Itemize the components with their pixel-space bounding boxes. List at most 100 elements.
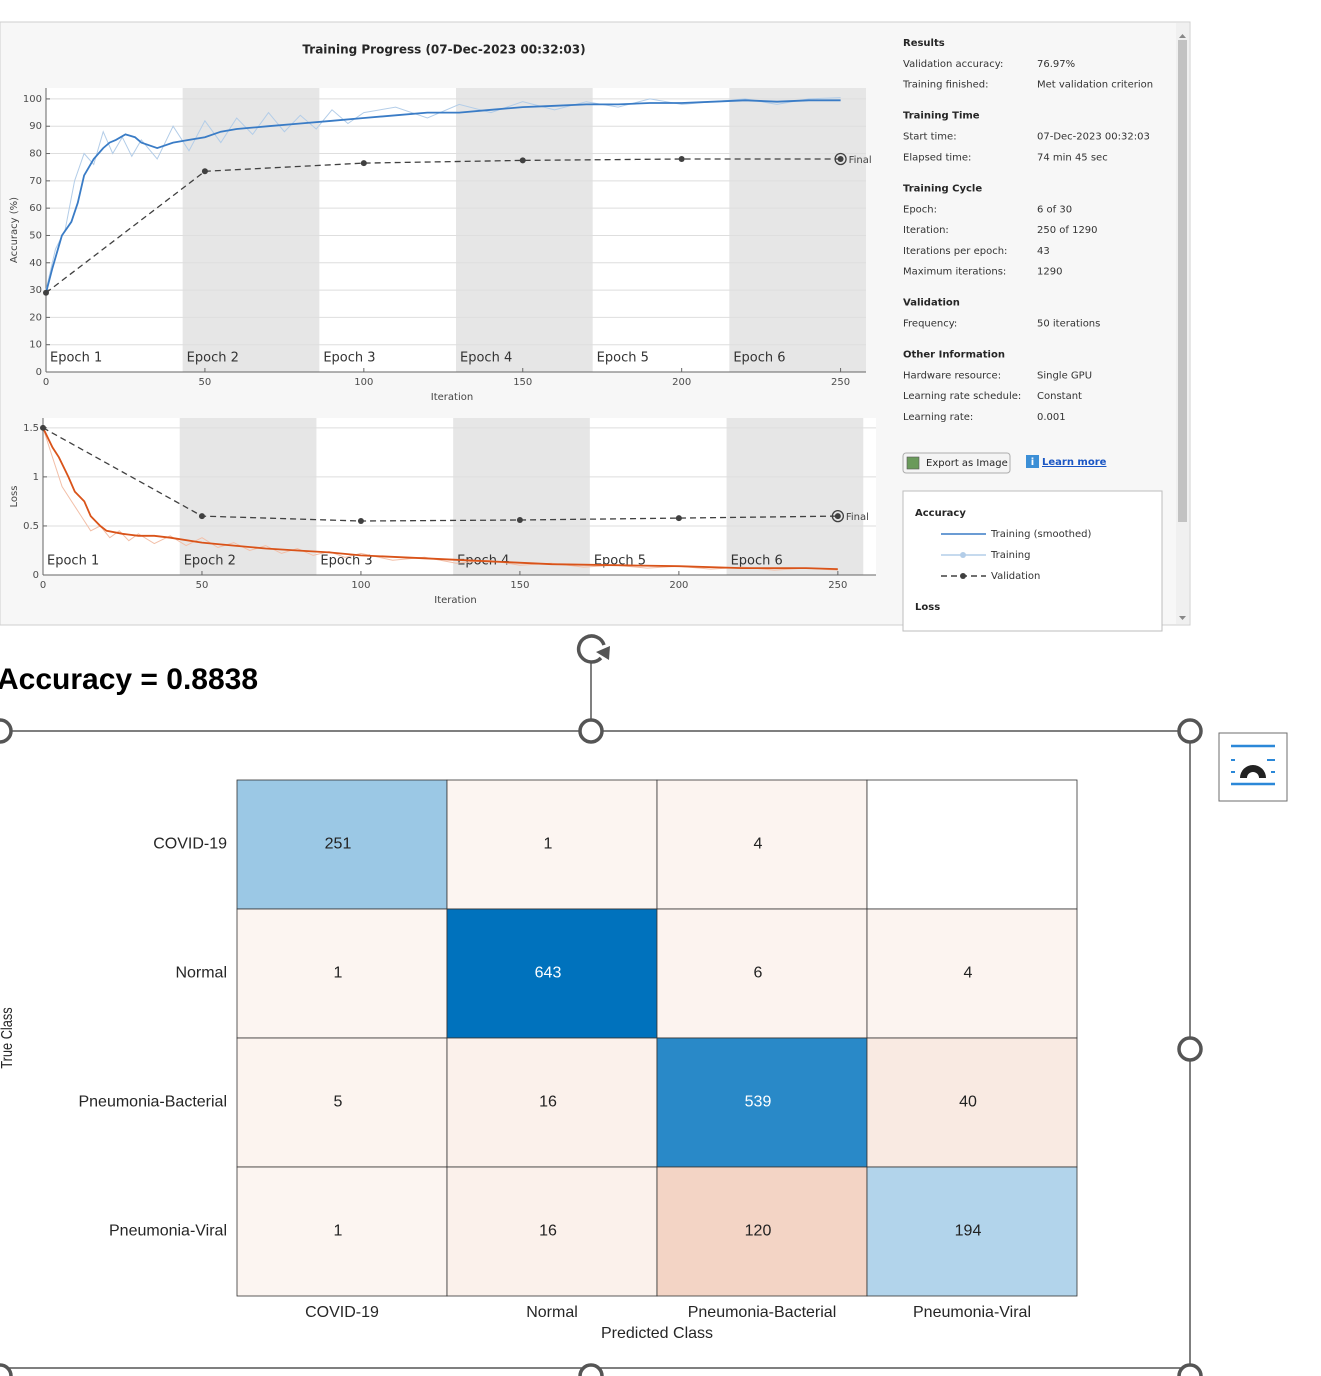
x-tick-label: 100 bbox=[354, 377, 373, 388]
rotate-handle[interactable] bbox=[576, 634, 606, 664]
cell-count: 6 bbox=[754, 965, 763, 982]
y-tick-label: 0 bbox=[36, 367, 42, 378]
info-label: Hardware resource: bbox=[903, 371, 1001, 382]
matrix-cell bbox=[656, 1037, 868, 1168]
resize-handle[interactable] bbox=[578, 718, 604, 744]
epoch-shading bbox=[726, 418, 864, 575]
epoch-label: Epoch 3 bbox=[320, 554, 372, 569]
layout-icon-arch bbox=[1240, 765, 1266, 778]
validation-point bbox=[40, 424, 46, 431]
column-label: COVID-19 bbox=[305, 1304, 379, 1321]
info-value: 74 min 45 sec bbox=[1037, 152, 1108, 163]
cell-count: 251 bbox=[325, 836, 352, 853]
section-heading: Validation bbox=[903, 298, 960, 309]
legend-entries: Training (smoothed) Training Validation bbox=[941, 529, 1091, 582]
epoch-label: Epoch 2 bbox=[187, 351, 239, 366]
validation-point bbox=[357, 518, 364, 525]
final-marker bbox=[834, 152, 847, 166]
info-value: Constant bbox=[1037, 391, 1082, 402]
scroll-up-arrow[interactable] bbox=[1179, 34, 1186, 38]
x-axis-label: Iteration bbox=[434, 595, 476, 606]
epoch-shading bbox=[453, 418, 590, 575]
matrix-cell bbox=[656, 779, 868, 910]
validation-point bbox=[516, 517, 523, 524]
info-label: Validation accuracy: bbox=[903, 59, 1003, 70]
epoch-label: Epoch 1 bbox=[50, 351, 102, 366]
resize-handle[interactable] bbox=[1177, 718, 1203, 744]
matrix-cell bbox=[236, 908, 448, 1039]
info-label: Frequency: bbox=[903, 319, 957, 330]
plot-area: 0 0.5 1 1.5 0 50 100 150 200 250 Epoch 1 Epoch 2 Epo… bbox=[9, 418, 876, 606]
matrix-cell bbox=[446, 1166, 658, 1297]
export-label: Export as Image bbox=[926, 458, 1008, 469]
row-label: Normal bbox=[175, 965, 227, 982]
resize-handle[interactable] bbox=[1177, 1363, 1203, 1376]
y-axis-label: Accuracy (%) bbox=[9, 197, 20, 263]
epoch-shading bbox=[182, 88, 320, 372]
y-tick-label: 10 bbox=[29, 340, 42, 351]
info-label: Learning rate: bbox=[903, 412, 973, 423]
info-value: 250 of 1290 bbox=[1037, 225, 1098, 236]
y-tick-label: 90 bbox=[29, 121, 42, 132]
scrollbar-thumb[interactable] bbox=[1178, 40, 1187, 522]
series-line bbox=[42, 427, 838, 571]
epoch-label: Epoch 1 bbox=[47, 554, 99, 569]
info-value: 6 of 30 bbox=[1037, 204, 1072, 215]
resize-handle[interactable] bbox=[0, 718, 13, 744]
rotate-handle-arrow bbox=[596, 646, 610, 660]
cell-count: 4 bbox=[754, 836, 763, 853]
section-heading: Other Information bbox=[903, 350, 1005, 361]
y-tick-label: 20 bbox=[29, 312, 42, 323]
resize-handle[interactable] bbox=[1177, 1036, 1203, 1062]
x-tick-label: 150 bbox=[510, 580, 529, 591]
info-label: Maximum iterations: bbox=[903, 267, 1006, 278]
learn-more-link[interactable]: Learn more bbox=[1042, 457, 1107, 468]
cell-count: 643 bbox=[535, 965, 562, 982]
x-tick-label: 0 bbox=[40, 580, 46, 591]
series-line bbox=[45, 99, 841, 294]
x-tick-label: 200 bbox=[669, 580, 688, 591]
y-axis-label: Loss bbox=[9, 486, 20, 508]
legend-heading: Accuracy bbox=[915, 508, 966, 519]
validation-point bbox=[837, 156, 844, 162]
x-tick-label: 250 bbox=[831, 377, 850, 388]
y-tick-label: 40 bbox=[29, 258, 42, 269]
section-heading: Training Cycle bbox=[903, 183, 982, 194]
empty-cell bbox=[866, 779, 1078, 910]
series-line bbox=[42, 427, 838, 570]
series-line bbox=[42, 427, 838, 522]
legend-box bbox=[902, 490, 1163, 632]
validation-point bbox=[201, 168, 208, 175]
info-value: 76.97% bbox=[1037, 59, 1075, 70]
row-label: Pneumonia-Viral bbox=[109, 1223, 227, 1240]
export-icon bbox=[906, 456, 920, 470]
export-button[interactable] bbox=[902, 452, 1011, 474]
resize-handle[interactable] bbox=[0, 1363, 13, 1376]
y-tick-label: 0 bbox=[33, 570, 39, 581]
matrix-cell bbox=[866, 1166, 1078, 1297]
matrix-cell bbox=[656, 1166, 868, 1297]
epoch-label: Epoch 4 bbox=[460, 351, 512, 366]
epoch-shading bbox=[456, 88, 593, 372]
resize-handle[interactable] bbox=[578, 1363, 604, 1376]
validation-point bbox=[43, 289, 49, 296]
legend-label: Training (smoothed) bbox=[990, 529, 1091, 540]
final-label: Final bbox=[849, 155, 872, 166]
info-label: Start time: bbox=[903, 132, 957, 143]
info-label: Epoch: bbox=[903, 204, 937, 215]
y-tick-label: 100 bbox=[23, 94, 42, 105]
info-icon-glyph: i bbox=[1031, 457, 1034, 468]
epoch-label: Epoch 6 bbox=[731, 554, 783, 569]
scroll-down-arrow[interactable] bbox=[1179, 616, 1186, 620]
matrix-cell bbox=[656, 908, 868, 1039]
matrix-cell bbox=[236, 1037, 448, 1168]
y-tick-label: 60 bbox=[29, 203, 42, 214]
info-value: 07-Dec-2023 00:32:03 bbox=[1037, 132, 1150, 143]
x-axis-label: Predicted Class bbox=[601, 1325, 713, 1342]
training-title: Training Progress (07-Dec-2023 00:32:03) bbox=[302, 43, 585, 57]
matrix-cell bbox=[446, 779, 658, 910]
layout-options-button[interactable] bbox=[1218, 732, 1288, 802]
cell-count: 5 bbox=[334, 1094, 343, 1111]
validation-point bbox=[678, 156, 685, 162]
